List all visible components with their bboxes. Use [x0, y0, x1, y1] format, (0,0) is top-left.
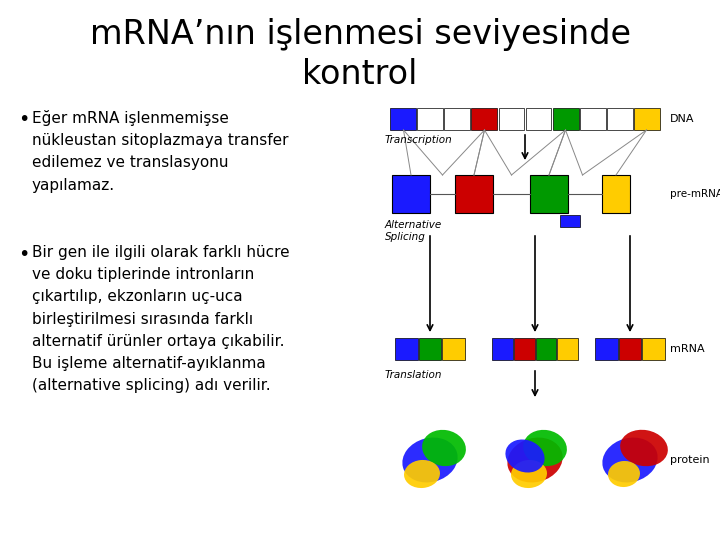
Ellipse shape: [404, 460, 440, 488]
Ellipse shape: [608, 461, 640, 487]
Ellipse shape: [422, 430, 466, 466]
Text: Translation: Translation: [385, 370, 443, 380]
Bar: [560, 215, 580, 227]
Bar: [526, 108, 552, 130]
Bar: [530, 175, 568, 213]
Text: Alternative
Splicing: Alternative Splicing: [385, 220, 442, 242]
Bar: [634, 108, 660, 130]
Ellipse shape: [505, 440, 544, 472]
Text: Eğer mRNA işlenmemişse
nükleustan sitoplazmaya transfer
edilemez ve translasyonu: Eğer mRNA işlenmemişse nükleustan sitopl…: [32, 110, 289, 193]
Bar: [618, 338, 642, 360]
Bar: [442, 338, 465, 360]
Text: pre-mRNA: pre-mRNA: [670, 189, 720, 199]
Bar: [455, 175, 493, 213]
Bar: [595, 338, 618, 360]
Text: mRNA’nın işlenmesi seviyesinde: mRNA’nın işlenmesi seviyesinde: [89, 18, 631, 51]
Ellipse shape: [523, 430, 567, 466]
Bar: [492, 338, 513, 360]
Ellipse shape: [511, 460, 547, 488]
Bar: [392, 175, 430, 213]
Text: Bir gen ile ilgili olarak farklı hücre
ve doku tiplerinde intronların
çıkartılıp: Bir gen ile ilgili olarak farklı hücre v…: [32, 245, 289, 393]
Text: kontrol: kontrol: [302, 58, 418, 91]
Bar: [498, 108, 524, 130]
Text: mRNA: mRNA: [670, 344, 705, 354]
Ellipse shape: [402, 437, 458, 482]
Ellipse shape: [620, 430, 668, 466]
Bar: [395, 338, 418, 360]
Bar: [607, 108, 633, 130]
Text: protein: protein: [670, 455, 710, 465]
Bar: [642, 338, 665, 360]
Bar: [602, 175, 630, 213]
Ellipse shape: [508, 437, 562, 482]
Ellipse shape: [603, 437, 657, 482]
Bar: [390, 108, 415, 130]
Bar: [580, 108, 606, 130]
Text: DNA: DNA: [670, 114, 695, 124]
Text: •: •: [18, 110, 30, 129]
Text: Transcription: Transcription: [385, 135, 453, 145]
Bar: [514, 338, 534, 360]
Bar: [557, 338, 578, 360]
Bar: [444, 108, 470, 130]
Bar: [417, 108, 443, 130]
Bar: [472, 108, 497, 130]
Bar: [536, 338, 557, 360]
Bar: [418, 338, 441, 360]
Text: •: •: [18, 245, 30, 264]
Bar: [553, 108, 579, 130]
